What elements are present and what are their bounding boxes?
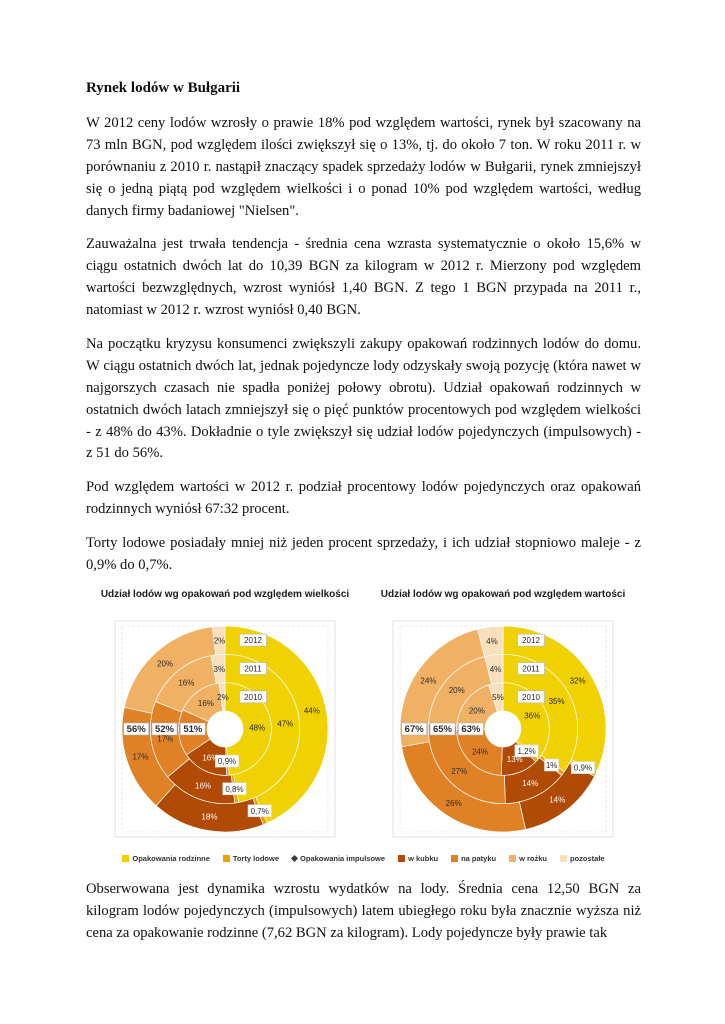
segment-label: 0,9% [574,764,592,773]
diamond-marker-icon [290,854,299,862]
segment-label: 44% [304,706,320,715]
segment-label: 26% [446,799,462,808]
pie-chart-svg: 32% 0,9% 14% 26% 24% 4% 2012 67% 35% 1% 14% 27% 20% 4… [392,620,614,838]
legend-item: w kubku [398,854,438,863]
segment-label: 16% [202,754,218,763]
segment-label: 4% [490,665,502,674]
legend-swatch [451,854,459,862]
chart-callout-label: 51% [183,724,203,735]
chart-callout-label: 2011 [522,664,540,673]
segment-label: 20% [469,706,485,715]
chart-callout-label: 2011 [244,664,262,673]
pie-segment [218,682,226,712]
legend-item: na patyku [451,854,496,863]
legend-label: Torty lodowe [232,853,280,863]
segment-label: 14% [522,779,538,788]
segment-label: 16% [178,678,194,687]
segment-label: 14% [549,795,565,804]
paragraph-3: Na początku kryzysu konsumenci zwiększyl… [86,336,641,462]
charts-section: Udział lodów wg opakowań pod względem wi… [86,589,641,852]
chart-callout-label: 2012 [522,636,540,645]
segment-label: 20% [449,686,465,695]
legend-label: na patyku [461,853,497,863]
segment-label: 0,7% [251,807,269,816]
paragraph-5: Torty lodowe posiadały mniej niż jeden p… [86,535,641,574]
legend-label: w rożku [519,853,548,863]
segment-label: 2% [214,636,226,645]
legend-swatch [122,854,130,862]
chart-callout-label: 65% [433,724,453,735]
segment-label: 20% [157,659,173,668]
segment-label: 17% [132,752,148,761]
chart-volume: Udział lodów wg opakowań pod względem wi… [86,589,364,852]
segment-label: 1,2% [517,747,535,756]
legend-label: pozostałe [570,853,605,863]
chart-callout-label: 52% [155,724,175,735]
segment-label: 24% [472,747,488,756]
segment-label: 2% [217,693,229,702]
segment-label: 47% [277,719,293,728]
legend-item: Opakowania impulsowe [290,853,386,863]
segment-label: 3% [214,665,226,674]
legend-item: w rożku [509,854,547,863]
chart-legend: Opakowania rodzinne Torty lodowe Opakowani… [86,854,641,863]
chart-value-plot: 32% 0,9% 14% 26% 24% 4% 2012 67% 35% 1% 14% 27% 20% 4… [364,602,642,852]
document-title: Rynek lodów w Bułgarii [86,80,241,96]
pie-chart-svg: 44% 0,7% 18% 17% 20% 2% 2012 56% 47% 0,8% 16% 17% 16… [114,620,336,838]
paragraph-2: Zauważalna jest trwała tendencja - średn… [86,236,641,319]
segment-label: 16% [198,699,214,708]
legend-item: pozostałe [560,854,605,863]
legend-item: Torty lodowe [222,853,280,863]
segment-label: 48% [249,723,265,732]
segment-label: 18% [201,812,217,821]
paragraph-4: Pod względem wartości w 2012 r. podział … [86,479,641,518]
segment-label: 4% [486,637,498,646]
legend-swatch [222,854,230,862]
chart-callout-label: 56% [127,724,147,735]
chart-callout-label: 2010 [244,693,262,702]
legend-label: Opakowania impulsowe [300,853,386,863]
chart-volume-title: Udział lodów wg opakowań pod względem wi… [100,588,350,600]
legend-swatch [398,854,406,862]
segment-label: 13% [507,755,523,764]
paragraph-closing: Obserwowana jest dynamika wzrostu wydatk… [86,880,641,941]
segment-label: 0,9% [218,757,236,766]
legend-swatch [560,854,568,862]
chart-callout-label: 2012 [244,636,262,645]
legend-label: w kubku [408,853,439,863]
chart-callout-label: 2010 [522,693,540,702]
segment-label: 1% [546,761,558,770]
chart-volume-plot: 44% 0,7% 18% 17% 20% 2% 2012 56% 47% 0,8% 16% 17% 16… [86,602,364,852]
segment-label: 27% [451,767,467,776]
pie-segment [456,728,503,776]
segment-label: 16% [195,781,211,790]
segment-label: 17% [157,735,173,744]
chart-value-title: Udział lodów wg opakowań pod względem wa… [380,588,626,600]
segment-label: 35% [549,697,565,706]
segment-label: 24% [420,677,436,686]
legend-item: Opakowania rodzinne [122,854,210,863]
segment-label: 0,8% [225,785,243,794]
segment-label: 5% [492,693,504,702]
legend-swatch [509,854,517,862]
segment-label: 32% [570,677,586,686]
segment-label: 36% [524,711,540,720]
paragraph-1: W 2012 ceny lodów wzrosły o prawie 18% p… [86,115,641,219]
chart-callout-label: 67% [405,724,425,735]
chart-callout-label: 63% [461,724,481,735]
legend-label: Opakowania rodzinne [132,853,210,863]
pie-segment [488,682,504,713]
chart-value: Udział lodów wg opakowań pod względem wa… [364,589,642,852]
